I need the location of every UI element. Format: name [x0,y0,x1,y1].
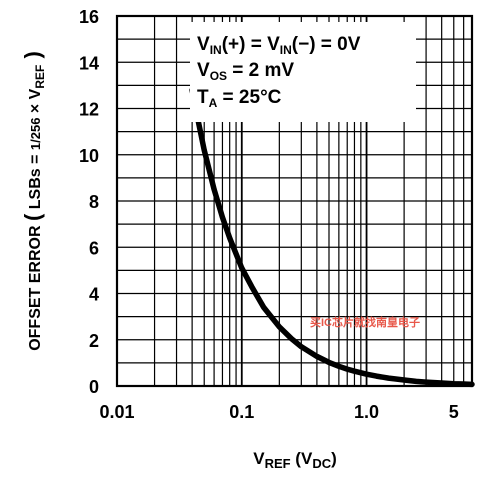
x-tick-label: 1.0 [354,402,379,422]
annotation-line: VOS = 2 mV [197,60,294,83]
y-tick-label: 2 [89,331,99,351]
annotation-line: TA = 25°C [197,87,282,110]
annotation-text: (−) = 0V [292,34,361,55]
x-label-sub: REF [265,456,291,471]
y-label-main: OFFSET ERROR [27,221,44,351]
y-tick-label: 10 [79,146,99,166]
annotation-text: = 2 mV [227,60,294,81]
plot-frame [115,14,474,388]
x-tick-labels: 0.01 0.1 1.0 5 [99,402,458,422]
annotation-text: T [197,87,209,108]
annotation-text: V [197,34,210,55]
annotation-subscript: IN [280,43,292,57]
x-tick-label: 0.1 [229,402,254,422]
y-tick-label: 14 [79,53,99,73]
x-label-units-sub: DC [312,456,331,471]
y-tick-label: 12 [79,100,99,120]
series-curve [189,87,475,388]
annotation-subscript: IN [210,43,222,57]
annotation-box [190,22,416,122]
x-tick-label: 5 [449,402,459,422]
annotation-line: VIN(+) = VIN(−) = 0V [197,34,361,57]
y-label-units: LSBs = [27,150,44,214]
annotation-text: V [197,60,210,81]
y-axis-label: OFFSET ERROR ( LSBs = 1/256 × VREF ) [20,51,47,351]
x-label-main: V [253,449,265,468]
y-tick-label: 0 [89,377,99,397]
annotation-text: = 25°C [217,87,281,108]
x-axis-label: VREF (VDC) [253,449,337,471]
series-line [189,87,475,388]
x-tick-label: 0.01 [99,402,134,422]
y-tick-label: 6 [89,238,99,258]
x-label-close: ) [331,449,337,468]
y-tick-label: 4 [89,285,99,305]
y-label-units2: × V [27,88,44,117]
x-label-units: (V [291,449,313,468]
y-label-sub: REF [33,65,47,89]
y-label-fraction: 1/256 [28,118,43,151]
y-tick-label: 16 [79,7,99,27]
annotation-text: (+) = V [222,34,280,55]
y-label-close-paren: ) [20,51,45,64]
y-tick-labels: 0 2 4 6 8 10 12 14 16 [79,7,99,397]
annotation-subscript: OS [210,69,227,83]
y-label-open-paren: ( [20,213,45,221]
y-tick-label: 8 [89,192,99,212]
annotation-subscript: A [209,96,218,110]
watermark: 买IC芯片就找南皇电子 [310,315,420,329]
